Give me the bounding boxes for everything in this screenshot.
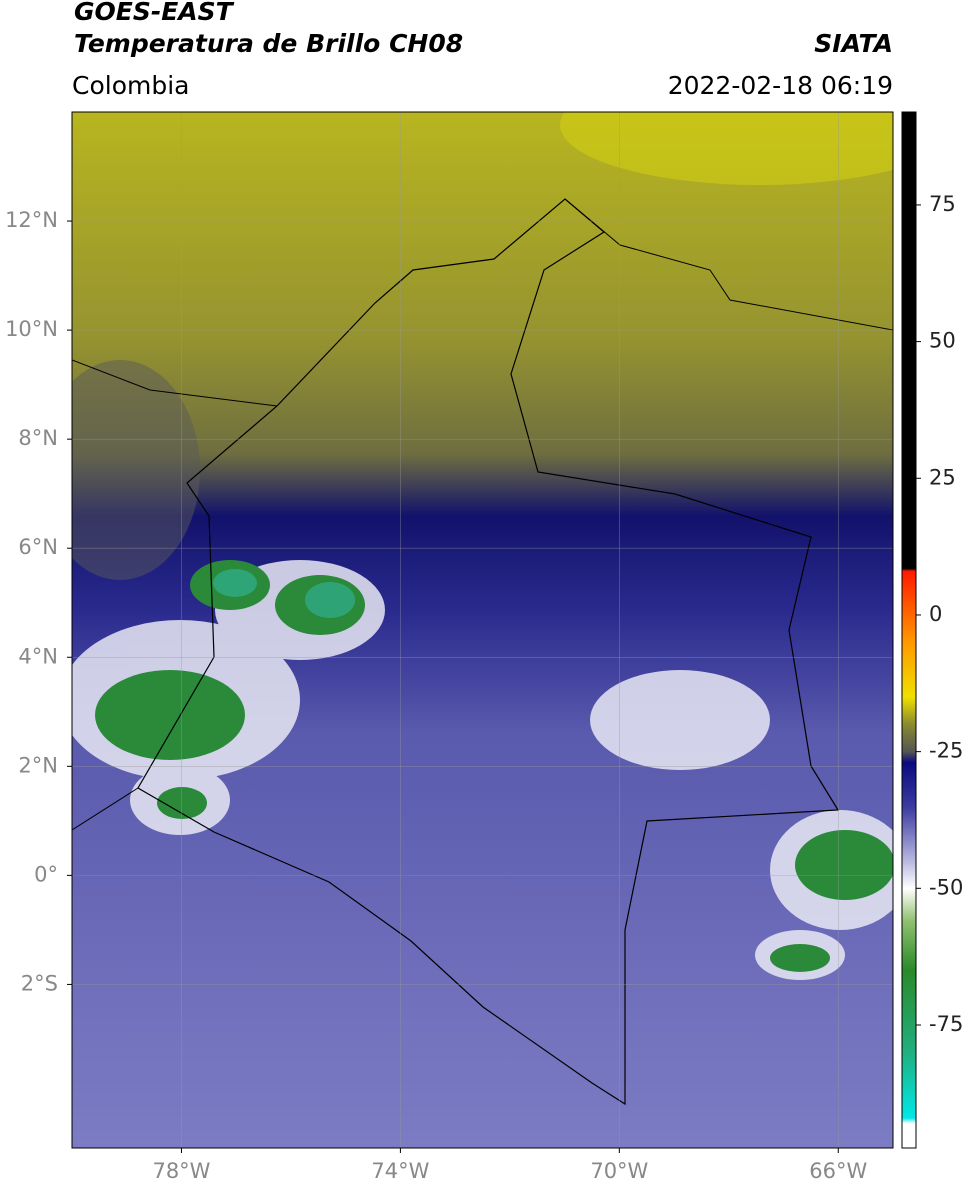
colorbar-tick-label: -50	[929, 875, 963, 899]
region: Colombia	[72, 71, 189, 100]
warm-area	[560, 112, 893, 185]
lat-tick-label: 0°	[34, 862, 58, 886]
datetime: 2022-02-18 06:19	[668, 71, 893, 100]
lat-tick-label: 4°N	[18, 644, 58, 668]
grid	[72, 112, 893, 1148]
lat-tick-label: 6°N	[18, 535, 58, 559]
lon-tick-label: 78°W	[152, 1159, 210, 1183]
lat-tick-label: 2°S	[21, 971, 58, 995]
colorbar-tick-label: 50	[929, 329, 956, 353]
lon-tick-label: 66°W	[809, 1159, 867, 1183]
satellite: GOES-EAST	[74, 0, 235, 26]
colorbar-tick-label: -75	[929, 1012, 963, 1036]
lat-tick-label: 8°N	[18, 426, 58, 450]
map	[72, 112, 893, 1148]
colorbar-tick-label: 75	[929, 192, 956, 216]
product: Temperatura de Brillo CH08	[74, 29, 463, 58]
lat-tick-label: 10°N	[5, 317, 58, 341]
source: SIATA	[814, 29, 893, 58]
lon-tick-label: 74°W	[371, 1159, 429, 1183]
convection-core	[213, 569, 355, 618]
colorbar-tick-label: 25	[929, 465, 956, 489]
colorbar	[901, 111, 917, 1149]
map-frame	[71, 111, 894, 1149]
cloud	[72, 360, 200, 580]
lat-tick-label: 12°N	[5, 208, 58, 232]
coastline	[72, 198, 893, 831]
colorbar-tick-label: 0	[929, 602, 942, 626]
colorbar-tick-label: -25	[929, 739, 963, 763]
lat-tick-label: 2°N	[18, 753, 58, 777]
lon-tick-label: 70°W	[590, 1159, 648, 1183]
